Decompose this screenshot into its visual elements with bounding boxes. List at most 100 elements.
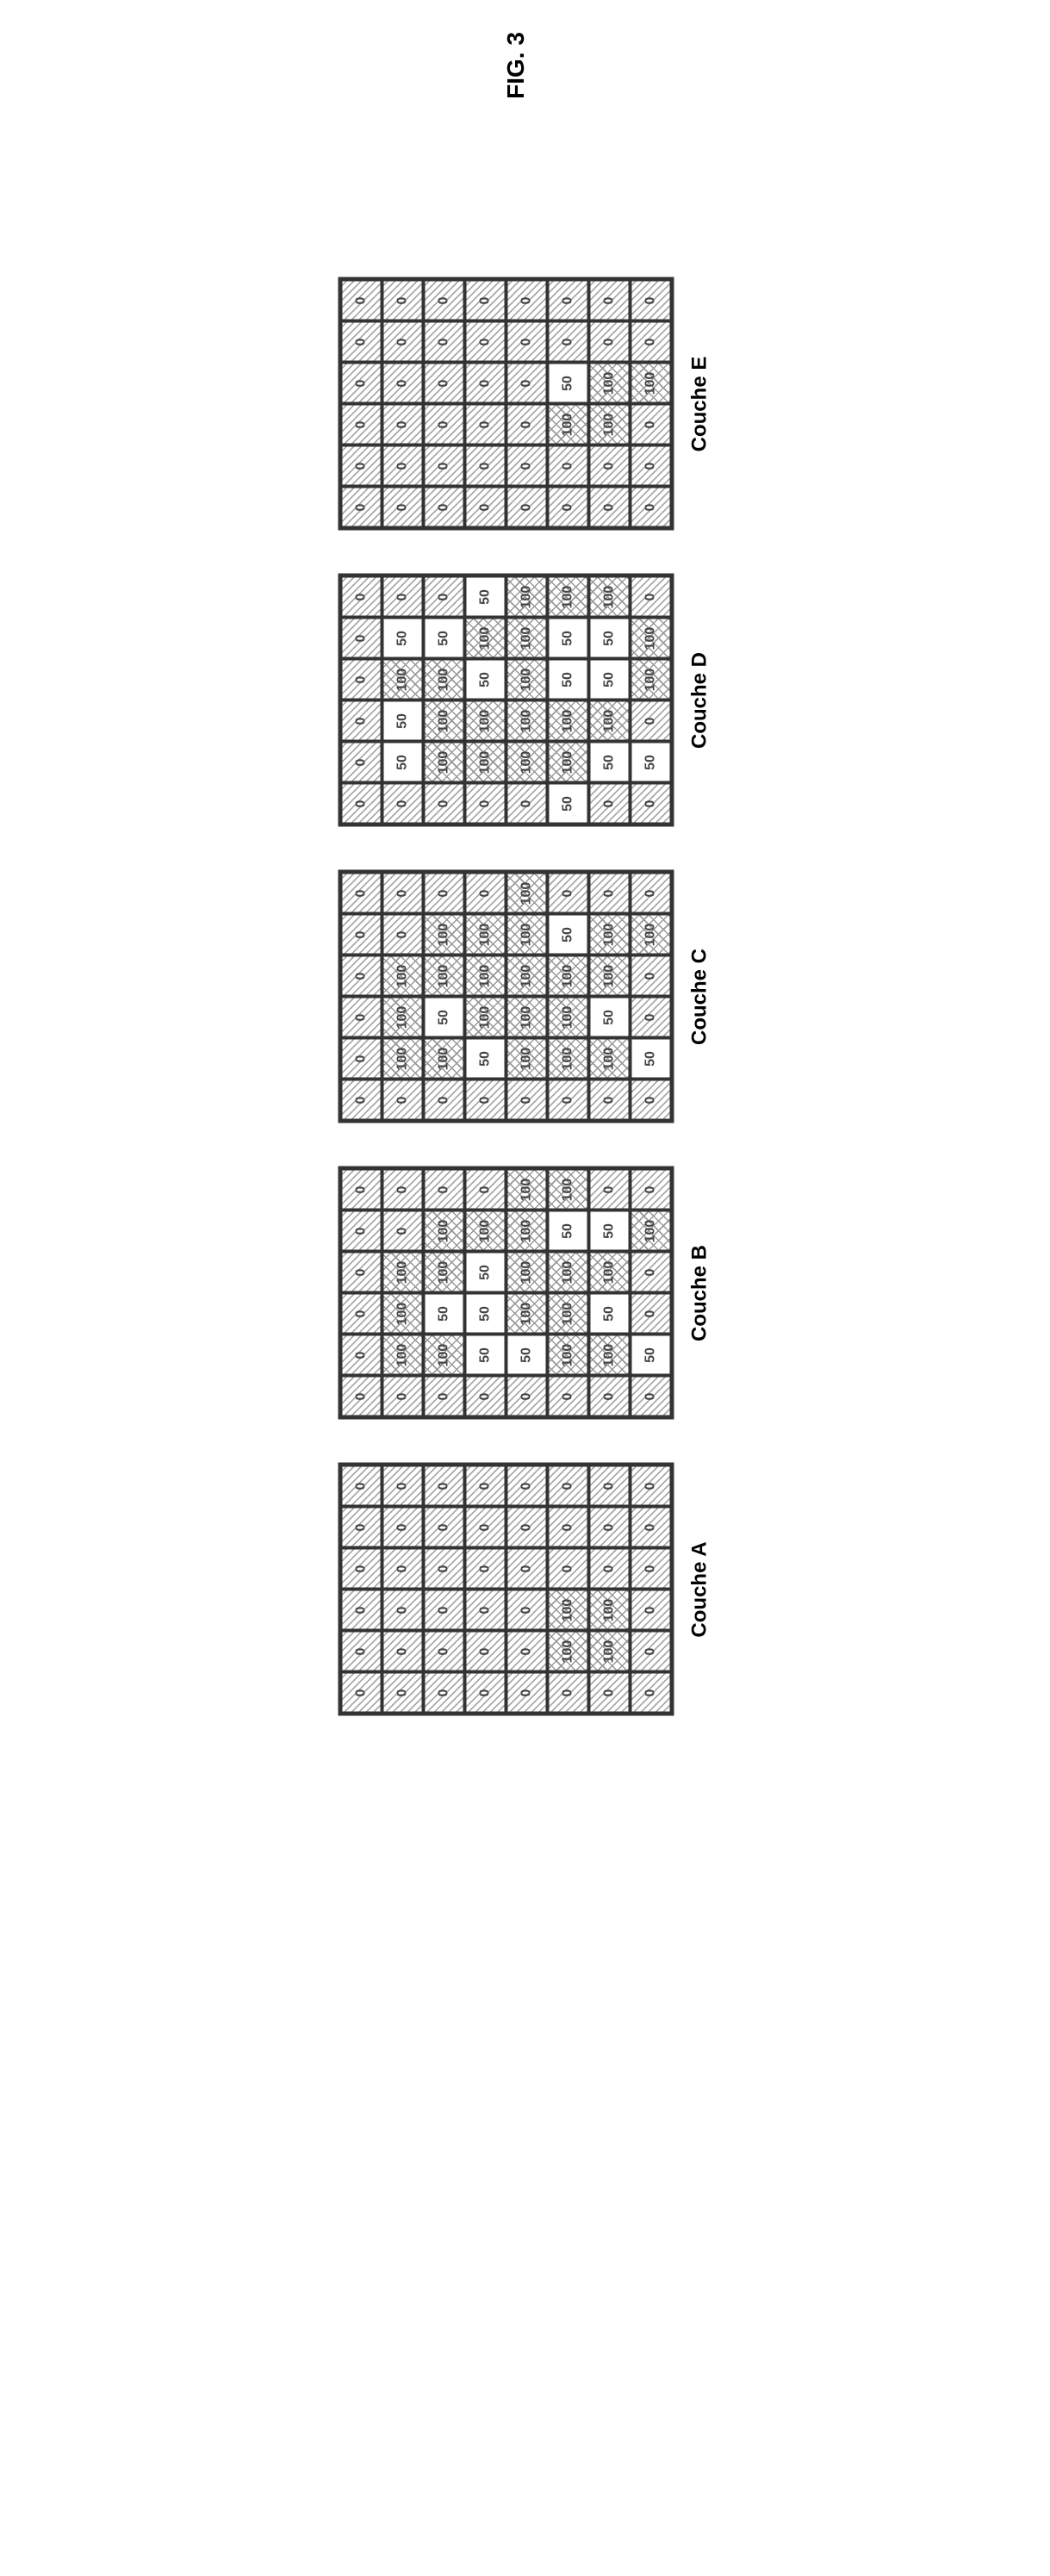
layer-label: Couche B bbox=[688, 1245, 712, 1341]
grid: 0000000100100100000100501001000050505010… bbox=[339, 1167, 674, 1420]
cell: 50 bbox=[382, 742, 424, 783]
cell: 0 bbox=[589, 445, 631, 487]
cell: 0 bbox=[631, 873, 672, 914]
cell: 0 bbox=[631, 997, 672, 1038]
cell: 0 bbox=[424, 487, 465, 528]
cell: 0 bbox=[548, 487, 589, 528]
cell: 0 bbox=[506, 487, 548, 528]
cell: 0 bbox=[589, 783, 631, 824]
cell: 50 bbox=[589, 659, 631, 700]
cell: 100 bbox=[382, 1252, 424, 1293]
grid: 0000000000000000000000000000000100100000… bbox=[339, 1463, 674, 1716]
cell: 100 bbox=[589, 576, 631, 618]
cell: 0 bbox=[506, 1672, 548, 1714]
cell: 100 bbox=[589, 700, 631, 742]
cell: 50 bbox=[631, 742, 672, 783]
cell: 0 bbox=[506, 280, 548, 321]
layer-row: 0000000000000000000000000000000100100000… bbox=[339, 277, 712, 1716]
cell: 100 bbox=[382, 997, 424, 1038]
layer-couche-a: 0000000000000000000000000000000100100000… bbox=[339, 1463, 712, 1716]
cell: 100 bbox=[424, 1210, 465, 1252]
cell: 0 bbox=[382, 576, 424, 618]
cell: 100 bbox=[631, 659, 672, 700]
cell: 0 bbox=[341, 445, 382, 487]
cell: 100 bbox=[506, 576, 548, 618]
cell: 100 bbox=[548, 404, 589, 445]
cell: 0 bbox=[631, 1376, 672, 1417]
cell: 100 bbox=[465, 1210, 506, 1252]
cell: 0 bbox=[506, 1376, 548, 1417]
cell: 100 bbox=[589, 1038, 631, 1080]
cell: 0 bbox=[341, 1080, 382, 1121]
cell: 0 bbox=[341, 404, 382, 445]
cell: 50 bbox=[382, 700, 424, 742]
cell: 100 bbox=[382, 659, 424, 700]
grid: 0000000100100100000100501001000050100100… bbox=[339, 870, 674, 1123]
cell: 0 bbox=[341, 914, 382, 955]
layer-couche-b: 0000000100100100000100501001000050505010… bbox=[339, 1167, 712, 1420]
cell: 100 bbox=[465, 742, 506, 783]
cell: 0 bbox=[341, 1169, 382, 1210]
cell: 0 bbox=[341, 1038, 382, 1080]
cell: 0 bbox=[382, 1169, 424, 1210]
cell: 0 bbox=[382, 280, 424, 321]
cell: 0 bbox=[424, 1590, 465, 1631]
cell: 0 bbox=[631, 783, 672, 824]
cell: 100 bbox=[424, 742, 465, 783]
cell: 0 bbox=[341, 1507, 382, 1548]
cell: 0 bbox=[506, 1080, 548, 1121]
cell: 0 bbox=[465, 1080, 506, 1121]
cell: 0 bbox=[465, 487, 506, 528]
cell: 0 bbox=[506, 404, 548, 445]
cell: 100 bbox=[506, 1038, 548, 1080]
cell: 0 bbox=[341, 1335, 382, 1376]
cell: 100 bbox=[506, 1293, 548, 1335]
layer-label: Couche E bbox=[688, 357, 712, 452]
cell: 50 bbox=[548, 783, 589, 824]
cell: 0 bbox=[424, 445, 465, 487]
cell: 0 bbox=[631, 1169, 672, 1210]
layer-label: Couche D bbox=[688, 652, 712, 749]
cell: 0 bbox=[341, 955, 382, 997]
cell: 0 bbox=[465, 1672, 506, 1714]
cell: 0 bbox=[382, 363, 424, 404]
cell: 0 bbox=[465, 1169, 506, 1210]
cell: 0 bbox=[506, 1507, 548, 1548]
cell: 0 bbox=[341, 1631, 382, 1672]
cell: 0 bbox=[341, 997, 382, 1038]
cell: 0 bbox=[589, 1376, 631, 1417]
cell: 100 bbox=[589, 914, 631, 955]
cell: 100 bbox=[548, 742, 589, 783]
cell: 0 bbox=[631, 1293, 672, 1335]
cell: 50 bbox=[465, 659, 506, 700]
cell: 0 bbox=[424, 363, 465, 404]
cell: 0 bbox=[589, 873, 631, 914]
layer-couche-e: 0000000000000000000000000000000010050000… bbox=[339, 277, 712, 531]
cell: 0 bbox=[424, 1672, 465, 1714]
grid: 0000000505010050001001001005000100100501… bbox=[339, 574, 674, 827]
cell: 100 bbox=[589, 1631, 631, 1672]
cell: 100 bbox=[424, 1252, 465, 1293]
cell: 0 bbox=[548, 445, 589, 487]
cell: 100 bbox=[465, 914, 506, 955]
cell: 100 bbox=[548, 1335, 589, 1376]
cell: 0 bbox=[465, 1507, 506, 1548]
cell: 50 bbox=[589, 997, 631, 1038]
cell: 100 bbox=[424, 659, 465, 700]
cell: 50 bbox=[589, 1293, 631, 1335]
cell: 0 bbox=[506, 363, 548, 404]
cell: 50 bbox=[465, 1252, 506, 1293]
cell: 0 bbox=[382, 321, 424, 363]
cell: 0 bbox=[341, 1293, 382, 1335]
cell: 50 bbox=[382, 618, 424, 659]
cell: 100 bbox=[506, 618, 548, 659]
cell: 100 bbox=[506, 873, 548, 914]
cell: 100 bbox=[589, 955, 631, 997]
cell: 100 bbox=[506, 659, 548, 700]
cell: 100 bbox=[631, 1210, 672, 1252]
cell: 0 bbox=[341, 321, 382, 363]
cell: 0 bbox=[341, 700, 382, 742]
cell: 100 bbox=[631, 914, 672, 955]
cell: 0 bbox=[465, 363, 506, 404]
cell: 0 bbox=[631, 404, 672, 445]
